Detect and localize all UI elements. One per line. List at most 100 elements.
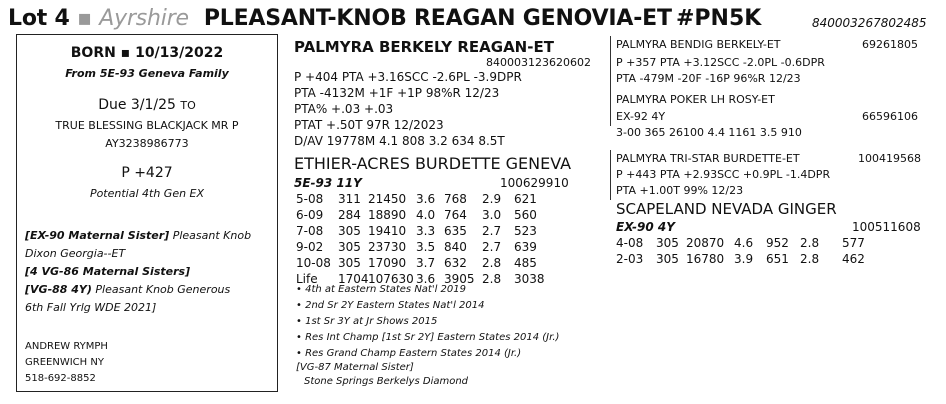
dam-bullet: • Res Grand Champ Eastern States 2014 (J… (296, 348, 522, 359)
dam-dam-id: 100511608 (852, 220, 921, 234)
dam-bullet: [VG-87 Maternal Sister] (296, 362, 414, 373)
cow-name: PLEASANT-KNOB REAGAN GENOVIA-ET (203, 6, 672, 31)
dam-record-cell: 3038 (514, 272, 545, 286)
dam-record-cell: 305 (338, 256, 361, 270)
dam-record-cell: 7-08 (296, 224, 324, 238)
dam-record-cell: 632 (444, 256, 467, 270)
dam-record-cell: 3905 (444, 272, 475, 286)
dam-record-cell: 19410 (368, 224, 407, 238)
dam-record-cell: 485 (514, 256, 537, 270)
dam-dam-record-cell: 4-08 (616, 236, 644, 250)
sire-sire-line: P +357 PTA +3.12SCC -2.0PL -0.6DPR (616, 56, 825, 69)
dam-record-cell: 840 (444, 240, 467, 254)
dam-record-cell: 311 (338, 192, 361, 206)
dam-dam-record-cell: 3.9 (734, 252, 754, 266)
note-line: [4 VG-86 Maternal Sisters] (25, 265, 191, 278)
sire-sire-line: PTA -479M -20F -16P 96%R 12/23 (616, 72, 801, 85)
dam-dam-record-cell: 952 (766, 236, 789, 250)
dam-class: 5E-93 11Y (294, 176, 362, 190)
dam-record-cell: 5-08 (296, 192, 324, 206)
note-line: 6th Fall Yrlg WDE 2021] (25, 301, 157, 314)
sire-sire-name: PALMYRA BENDIG BERKELY-ET (616, 38, 781, 51)
dam-record-cell: 9-02 (296, 240, 324, 254)
divider-bottom (610, 150, 611, 200)
sire-dam-record: 3-00 365 26100 4.4 1161 3.5 910 (616, 126, 802, 139)
dam-sire-name: PALMYRA TRI-STAR BURDETTE-ET (616, 152, 800, 165)
sire-dam-class: EX-92 4Y (616, 110, 666, 123)
dam-record-cell: 2.9 (482, 192, 502, 206)
lot-header: Lot 4 ▪ Ayrshire PLEASANT-KNOB REAGAN GE… (8, 6, 672, 31)
consignor-location: GREENWICH NY (25, 357, 104, 368)
p-value: P +427 (121, 165, 173, 181)
dam-record-cell: 639 (514, 240, 537, 254)
sire-line: P +404 PTA +3.16SCC -2.6PL -3.9DPR (294, 70, 522, 84)
animal-id: 840003267802485 (812, 16, 927, 30)
separator: ▪ (77, 6, 92, 31)
born-date: BORN ▪ 10/13/2022 (70, 45, 224, 61)
dam-dam-record-cell: 305 (656, 252, 679, 266)
dam-record-cell: 305 (338, 240, 361, 254)
family: From 5E-93 Geneva Family (65, 67, 229, 80)
dam-bullet: • 1st Sr 3Y at Jr Shows 2015 (296, 316, 438, 327)
breed: Ayrshire (99, 6, 189, 31)
sire-sire-id: 69261805 (862, 38, 918, 51)
consignor-name: ANDREW RYMPH (25, 341, 108, 352)
dam-bullet: Stone Springs Berkelys Diamond (304, 376, 469, 387)
dam-record-cell: 3.6 (416, 192, 436, 206)
dam-sire-id: 100419568 (858, 152, 921, 165)
dam-record-cell: Life (296, 272, 318, 286)
dam-id: 100629910 (500, 176, 569, 190)
dam-dam-name: SCAPELAND NEVADA GINGER (616, 200, 837, 218)
sire-line: PTA% +.03 +.03 (294, 102, 394, 116)
info-box: BORN ▪ 10/13/2022 From 5E-93 Geneva Fami… (16, 34, 278, 392)
dam-record-cell: 3.7 (416, 256, 436, 270)
dam-dam-class: EX-90 4Y (616, 220, 675, 234)
dam-sire-line: PTA +1.00T 99% 12/23 (616, 184, 744, 197)
dam-record-cell: 284 (338, 208, 361, 222)
dam-record-cell: 4.0 (416, 208, 436, 222)
lot-code: #PN5K (676, 6, 762, 31)
dam-record-cell: 1704 (338, 272, 369, 286)
dam-name: ETHIER-ACRES BURDETTE GENEVA (294, 154, 572, 173)
service-sire-id: AY3238986773 (105, 137, 189, 150)
dam-bullet: • 2nd Sr 2Y Eastern States Nat'l 2014 (296, 300, 485, 311)
dam-record-cell: 23730 (368, 240, 407, 254)
dam-record-cell: 107630 (368, 272, 414, 286)
service-sire: TRUE BLESSING BLACKJACK MR P (55, 119, 239, 132)
sire-id: 840003123620602 (486, 56, 591, 69)
dam-bullet: • Res Int Champ [1st Sr 2Y] Eastern Stat… (296, 332, 560, 343)
dam-dam-record-cell: 305 (656, 236, 679, 250)
dam-record-cell: 768 (444, 192, 467, 206)
note-line: [EX-90 Maternal Sister] Pleasant Knob (25, 229, 252, 242)
sire-line: D/AV 19778M 4.1 808 3.2 634 8.5T (294, 134, 505, 148)
sire-line: PTAT +.50T 97R 12/2023 (294, 118, 444, 132)
due-label: Due 3/1/25 (98, 97, 176, 113)
dam-record-cell: 764 (444, 208, 467, 222)
dam-record-cell: 2.7 (482, 224, 502, 238)
dam-dam-record-cell: 462 (842, 252, 865, 266)
note-line: [VG-88 4Y) Pleasant Knob Generous (25, 283, 231, 296)
dam-record-cell: 3.3 (416, 224, 436, 238)
dam-record-cell: 6-09 (296, 208, 324, 222)
dam-dam-record-cell: 2.8 (800, 236, 820, 250)
dam-record-cell: 2.8 (482, 272, 502, 286)
due-date: Due 3/1/25 TO (17, 97, 277, 113)
dam-dam-record-cell: 20870 (686, 236, 725, 250)
sire-dam-name: PALMYRA POKER LH ROSY-ET (616, 93, 775, 106)
dam-dam-record-cell: 4.6 (734, 236, 754, 250)
sire-dam-id: 66596106 (862, 110, 918, 123)
dam-record-cell: 17090 (368, 256, 407, 270)
note-line: Dixon Georgia--ET (25, 247, 126, 260)
dam-record-cell: 523 (514, 224, 537, 238)
dam-record-cell: 2.7 (482, 240, 502, 254)
dam-dam-record-cell: 2.8 (800, 252, 820, 266)
dam-dam-record-cell: 16780 (686, 252, 725, 266)
dam-record-cell: 18890 (368, 208, 407, 222)
dam-record-cell: 10-08 (296, 256, 331, 270)
dam-record-cell: 635 (444, 224, 467, 238)
dam-sire-line: P +443 PTA +2.93SCC +0.9PL -1.4DPR (616, 168, 831, 181)
dam-record-cell: 3.5 (416, 240, 436, 254)
potential: Potential 4th Gen EX (89, 187, 205, 200)
divider-top (610, 36, 611, 126)
dam-bullet: • 4th at Eastern States Nat'l 2019 (296, 284, 467, 295)
